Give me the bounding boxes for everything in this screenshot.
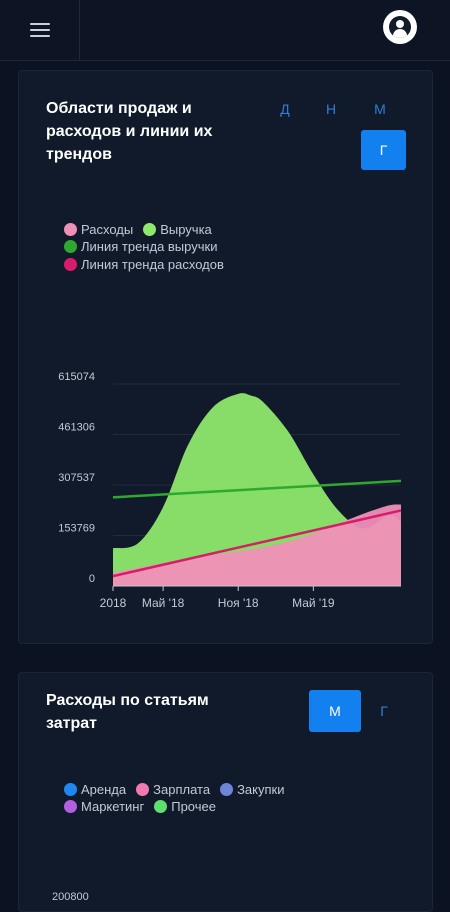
legend2-row-2: Маркетинг Прочее	[64, 799, 226, 814]
y-tick-label: 615074	[58, 371, 95, 383]
hamburger-menu-icon	[29, 19, 50, 41]
menu-button[interactable]	[0, 0, 80, 60]
legend-revenue-swatch	[143, 223, 157, 236]
legend-salary-swatch	[136, 783, 150, 796]
legend-marketing[interactable]: Маркетинг	[64, 799, 144, 814]
legend-marketing-label: Маркетинг	[81, 799, 145, 814]
x-tick-label: Ноя '18	[218, 596, 259, 610]
expenses-area	[113, 504, 401, 586]
legend-revenue-label: Выручка	[160, 222, 212, 237]
legend-marketing-swatch	[64, 800, 77, 813]
legend-purchases-swatch	[220, 783, 234, 796]
legend-revenue-trend-label: Линия тренда выручки	[81, 239, 218, 254]
legend-other-label: Прочее	[171, 799, 216, 814]
user-avatar-button[interactable]	[383, 10, 417, 44]
expenses-chart-y-top-label: 200800	[52, 891, 89, 903]
period-year-button-2[interactable]: Г	[380, 703, 388, 719]
legend-row-1: Расходы Выручка	[64, 222, 222, 237]
period-year-button[interactable]: Г	[361, 130, 406, 170]
legend2-row-1: Аренда Зарплата Закупки	[64, 782, 294, 797]
y-tick-label: 307537	[58, 472, 95, 484]
legend-expenses-trend-label: Линия тренда расходов	[81, 257, 224, 272]
sales-expenses-card: Области продаж и расходов и линии их тре…	[18, 70, 433, 644]
user-account-icon	[389, 16, 411, 38]
period-month-button[interactable]: М	[374, 101, 386, 117]
y-tick-label: 461306	[58, 422, 95, 434]
x-tick-label: Май '18	[142, 596, 185, 610]
legend-purchases-label: Закупки	[237, 782, 285, 797]
period-week-button[interactable]: Н	[325, 101, 337, 117]
legend-revenue[interactable]: Выручка	[143, 222, 212, 237]
expenses-card-title: Расходы по статьям затрат	[46, 692, 209, 732]
sales-expenses-chart: 615074 461306 307537 153769 0 2018 Май '18 Ноя …	[58, 371, 402, 610]
expenses-trend-line	[112, 509, 402, 578]
legend-row-2: Линия тренда выручки	[64, 239, 227, 254]
legend-revenue-trend-swatch	[64, 240, 77, 253]
period-month-button-2[interactable]: М	[309, 690, 361, 732]
x-tick-label: Май '19	[292, 596, 335, 610]
legend-expenses[interactable]: Расходы	[64, 222, 133, 237]
sales-card-title: Области продаж и расходов и линии их тре…	[46, 100, 213, 163]
legend-salary[interactable]: Зарплата	[136, 782, 210, 797]
legend-purchases[interactable]: Закупки	[220, 782, 284, 797]
period-day-button[interactable]: Д	[280, 101, 290, 117]
revenue-trend-line	[112, 479, 402, 499]
legend-salary-label: Зарплата	[153, 782, 211, 797]
legend-other[interactable]: Прочее	[154, 799, 216, 814]
top-bar	[0, 0, 450, 61]
y-tick-label: 0	[89, 573, 95, 585]
y-tick-label: 153769	[58, 523, 95, 535]
legend-rent-swatch	[64, 783, 77, 796]
legend-revenue-trend[interactable]: Линия тренда выручки	[64, 239, 217, 254]
legend-rent-label: Аренда	[81, 782, 127, 797]
legend-rent[interactable]: Аренда	[64, 782, 126, 797]
expenses-by-category-card: Расходы по статьям затрат М Г Аренда Зар…	[18, 672, 433, 912]
legend-expenses-swatch	[64, 223, 77, 236]
legend-expenses-trend[interactable]: Линия тренда расходов	[64, 257, 224, 272]
legend-other-swatch	[154, 800, 168, 813]
legend-expenses-trend-swatch	[64, 258, 77, 271]
x-tick-label: 2018	[100, 596, 127, 610]
legend-expenses-label: Расходы	[81, 222, 134, 237]
legend-row-3: Линия тренда расходов	[64, 257, 234, 272]
